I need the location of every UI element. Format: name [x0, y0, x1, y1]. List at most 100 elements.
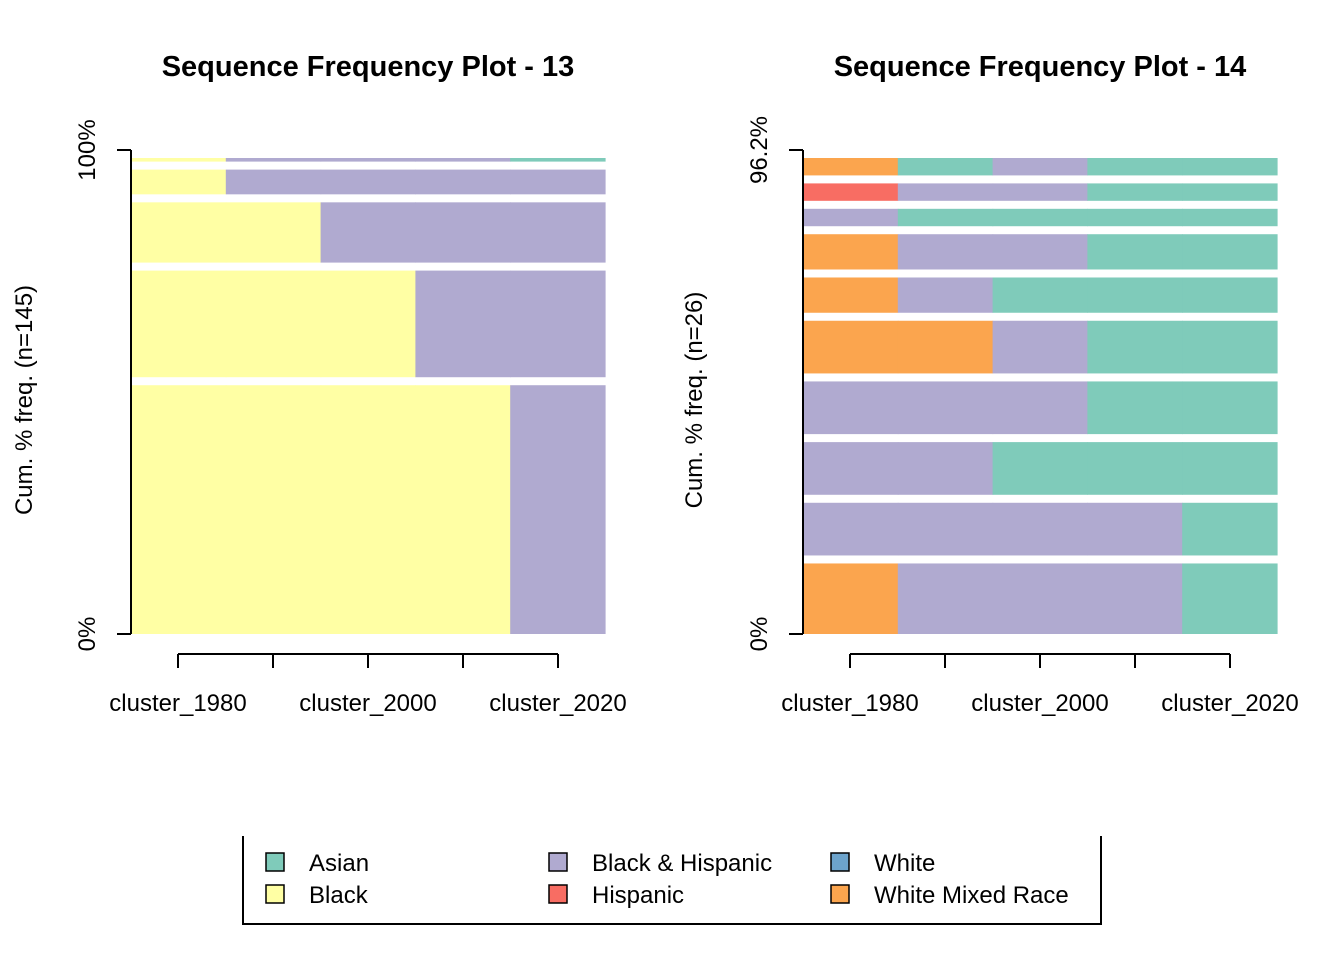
chart-panel-13: Sequence Frequency Plot - 13 0% 100% Cum. …: [11, 51, 627, 717]
sequence-10-segment-3: [992, 158, 1088, 176]
sequence-1-segment-3: [992, 563, 1088, 634]
sequence-9-segment-3: [992, 183, 1088, 201]
sequence-5-segment-5: [510, 158, 606, 162]
sequence-3-segment-5: [1182, 442, 1278, 495]
sequence-1-segment-2: [897, 563, 994, 634]
x-tick-label: cluster_2020: [489, 690, 626, 717]
sequence-8-segment-3: [992, 208, 1088, 227]
y-axis-label: Cum. % freq. (n=26): [681, 292, 708, 509]
sequence-5-segment-2: [225, 158, 322, 162]
chart-panel-14: Sequence Frequency Plot - 14 0% 96.2% Cum.…: [681, 51, 1299, 717]
axes: 0% 100% Cum. % freq. (n=145) cluster_1980 cl…: [11, 119, 627, 717]
sequence-2-segment-4: [415, 270, 511, 378]
sequence-6-segment-4: [1087, 277, 1183, 313]
sequence-2-segment-2: [897, 502, 994, 556]
sequence-2-segment-4: [1087, 502, 1183, 556]
y-tick-label: 100%: [74, 119, 101, 180]
sequence-4-segment-3: [992, 381, 1088, 435]
legend-label: White: [874, 850, 935, 877]
sequence-4-segment-2: [225, 169, 322, 195]
sequence-4-segment-4: [415, 169, 511, 195]
sequence-7-segment-1: [803, 234, 899, 270]
legend-label: Hispanic: [592, 882, 684, 909]
sequence-8-segment-1: [803, 208, 899, 227]
legend-swatch: [265, 884, 285, 904]
legend-item: Hispanic: [548, 882, 684, 909]
sequence-1-segment-2: [225, 385, 322, 634]
sequence-4-segment-5: [510, 169, 606, 195]
axes: 0% 96.2% Cum. % freq. (n=26) cluster_1980 cl…: [681, 116, 1299, 717]
sequence-6-segment-3: [992, 277, 1088, 313]
sequence-8-segment-2: [897, 208, 994, 227]
legend-label: Black & Hispanic: [592, 850, 772, 877]
sequence-10-segment-4: [1087, 158, 1183, 176]
sequence-4-segment-3: [320, 169, 416, 195]
sequence-10-segment-2: [897, 158, 994, 176]
sequence-1-segment-1: [803, 563, 899, 634]
sequence-7-segment-4: [1087, 234, 1183, 270]
sequence-9-segment-4: [1087, 183, 1183, 201]
legend-label: Black: [309, 882, 369, 909]
sequence-5-segment-5: [1182, 320, 1278, 374]
legend-swatch: [548, 884, 568, 904]
sequence-2-segment-3: [992, 502, 1088, 556]
sequence-4-segment-4: [1087, 381, 1183, 435]
sequence-1-segment-3: [320, 385, 416, 634]
y-tick-label: 0%: [746, 617, 773, 652]
sequence-2-segment-3: [320, 270, 416, 378]
sequence-2-segment-5: [1182, 502, 1278, 556]
legend-item: Asian: [265, 850, 369, 877]
legend-item: White Mixed Race: [830, 882, 1069, 909]
sequence-3-segment-1: [131, 202, 227, 263]
sequence-4-segment-5: [1182, 381, 1278, 435]
sequence-5-segment-2: [897, 320, 994, 374]
legend-item: Black: [265, 882, 369, 909]
sequence-5-segment-3: [992, 320, 1088, 374]
sequence-10-segment-1: [803, 158, 899, 176]
sequence-bars: [131, 158, 606, 634]
sequence-7-segment-5: [1182, 234, 1278, 270]
sequence-9-segment-5: [1182, 183, 1278, 201]
x-tick-label: cluster_2020: [1161, 690, 1298, 717]
y-axis-label: Cum. % freq. (n=145): [11, 285, 38, 515]
legend-label: White Mixed Race: [874, 882, 1069, 909]
sequence-10-segment-5: [1182, 158, 1278, 176]
sequence-1-segment-4: [1087, 563, 1183, 634]
x-tick-label: cluster_2000: [299, 690, 436, 717]
chart-title: Sequence Frequency Plot - 13: [162, 51, 575, 83]
sequence-8-segment-4: [1087, 208, 1183, 227]
legend-item: Black & Hispanic: [548, 850, 772, 877]
sequence-3-segment-4: [415, 202, 511, 263]
y-tick-label: 0%: [74, 617, 101, 652]
sequence-6-segment-2: [897, 277, 994, 313]
sequence-2-segment-1: [803, 502, 899, 556]
sequence-2-segment-5: [510, 270, 606, 378]
sequence-5-segment-3: [320, 158, 416, 162]
sequence-4-segment-1: [803, 381, 899, 435]
sequence-6-segment-1: [803, 277, 899, 313]
legend-swatch: [548, 852, 568, 872]
legend-item: White: [830, 850, 935, 877]
sequence-2-segment-2: [225, 270, 322, 378]
sequence-9-segment-1: [803, 183, 899, 201]
sequence-5-segment-4: [415, 158, 511, 162]
sequence-1-segment-4: [415, 385, 511, 634]
legend-box: [242, 836, 1102, 925]
legend-label: Asian: [309, 850, 369, 877]
sequence-1-segment-1: [131, 385, 227, 634]
legend-swatch: [830, 884, 850, 904]
x-tick-label: cluster_1980: [109, 690, 246, 717]
x-tick-label: cluster_1980: [781, 690, 918, 717]
sequence-3-segment-2: [225, 202, 322, 263]
chart-title: Sequence Frequency Plot - 14: [834, 51, 1247, 83]
sequence-6-segment-5: [1182, 277, 1278, 313]
sequence-bars: [803, 158, 1278, 634]
sequence-1-segment-5: [1182, 563, 1278, 634]
legend: Asian Black Black & Hispanic Hispanic White W…: [242, 836, 1102, 925]
sequence-9-segment-2: [897, 183, 994, 201]
sequence-5-segment-1: [803, 320, 899, 374]
y-tick-label: 96.2%: [746, 116, 773, 184]
x-tick-label: cluster_2000: [971, 690, 1108, 717]
legend-swatch: [830, 852, 850, 872]
